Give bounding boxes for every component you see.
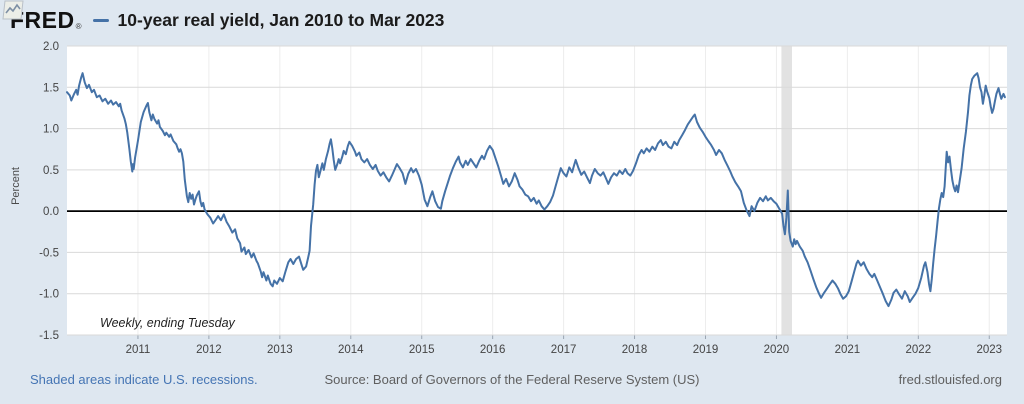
- fred-url-link[interactable]: fred.stlouisfed.org: [898, 372, 1002, 387]
- y-tick-label: -1.5: [39, 330, 59, 342]
- x-tick-label: 2015: [409, 344, 435, 356]
- x-tick-label: 2023: [976, 344, 1002, 356]
- chart-header: FRED ® 10-year real yield, Jan 2010 to M…: [0, 0, 1024, 40]
- x-tick-label: 2018: [622, 344, 648, 356]
- y-tick-label: -0.5: [39, 247, 59, 259]
- x-tick-label: 2022: [906, 344, 932, 356]
- x-tick-label: 2011: [126, 344, 151, 356]
- chart-title: 10-year real yield, Jan 2010 to Mar 2023: [117, 9, 445, 30]
- y-tick-label: 1.5: [43, 82, 59, 94]
- y-axis-label: Percent: [10, 167, 22, 205]
- x-tick-label: 2017: [551, 344, 577, 356]
- x-tick-label: 2016: [480, 344, 506, 356]
- recessions-link[interactable]: Shaded areas indicate U.S. recessions.: [30, 372, 258, 387]
- source-text: Source: Board of Governors of the Federa…: [324, 372, 700, 387]
- x-tick-label: 2013: [267, 344, 293, 356]
- chart-footer: Shaded areas indicate U.S. recessions. S…: [0, 372, 1024, 392]
- fred-logo[interactable]: FRED ®: [2, 0, 83, 33]
- y-tick-label: 0.5: [43, 165, 59, 177]
- recession-band: [781, 46, 792, 335]
- y-tick-label: -1.0: [39, 289, 59, 301]
- frequency-annotation: Weekly, ending Tuesday: [100, 316, 235, 330]
- y-tick-label: 1.0: [43, 124, 59, 136]
- legend-line-icon: [92, 18, 109, 22]
- fred-logo-text: FRED: [10, 7, 75, 33]
- x-tick-label: 2012: [196, 344, 222, 356]
- x-tick-label: 2020: [764, 344, 790, 356]
- registered-mark: ®: [75, 22, 82, 31]
- x-tick-label: 2014: [338, 344, 364, 356]
- x-tick-label: 2019: [693, 344, 719, 356]
- fred-logo-chart-icon: [2, 0, 24, 20]
- plot-area: [67, 46, 1007, 335]
- y-tick-label: 2.0: [43, 41, 59, 53]
- data-line: [66, 72, 1006, 308]
- x-tick-label: 2021: [835, 344, 861, 356]
- y-tick-label: 0.0: [43, 206, 59, 218]
